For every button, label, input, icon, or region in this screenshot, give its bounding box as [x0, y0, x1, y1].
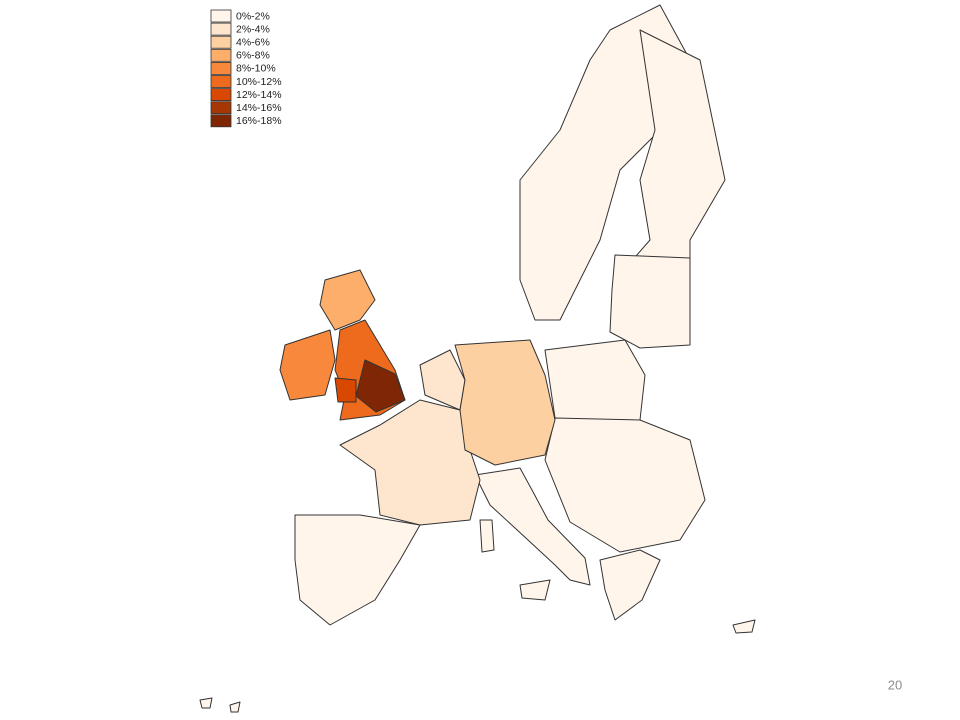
map: [199, 4, 756, 713]
region: [294, 514, 421, 626]
page-number: 20: [888, 677, 902, 692]
legend-label: 16%-18%: [236, 115, 282, 127]
region: [479, 519, 495, 553]
region: [454, 339, 556, 466]
legend-swatch: [210, 9, 232, 23]
region: [474, 467, 591, 586]
legend-label: 12%-14%: [236, 89, 282, 101]
legend-label: 6%-8%: [236, 50, 270, 62]
region: [609, 254, 691, 349]
legend-label: 8%-10%: [236, 63, 276, 75]
region: [334, 377, 357, 403]
legend: 0%-2%2%-4%4%-6% 6%-8%8%-10%10%-12%12%-14%…: [210, 9, 282, 128]
legend-label: 2%-4%: [236, 23, 270, 35]
region: [732, 619, 756, 634]
region: [355, 359, 406, 413]
legend-swatch: [210, 88, 232, 101]
legend-swatch: [210, 75, 232, 88]
region: [599, 549, 661, 621]
legend-label: 4%-6%: [236, 36, 270, 48]
legend-label: 10%-12%: [236, 76, 282, 88]
legend-swatch: [210, 22, 232, 36]
region: [199, 697, 213, 709]
legend-swatch: [210, 101, 232, 115]
region: [419, 349, 466, 411]
legend-label: 0%-2%: [236, 10, 270, 22]
region: [279, 329, 336, 401]
legend-swatch: [210, 48, 232, 62]
region: [339, 399, 481, 526]
region: [229, 701, 241, 713]
legend-swatch: [210, 114, 232, 128]
region: [519, 579, 551, 601]
region: [544, 417, 706, 553]
legend-label: 14%-16%: [236, 102, 282, 114]
region: [319, 269, 376, 331]
legend-swatch: [210, 35, 232, 49]
legend-swatch: [210, 62, 232, 75]
